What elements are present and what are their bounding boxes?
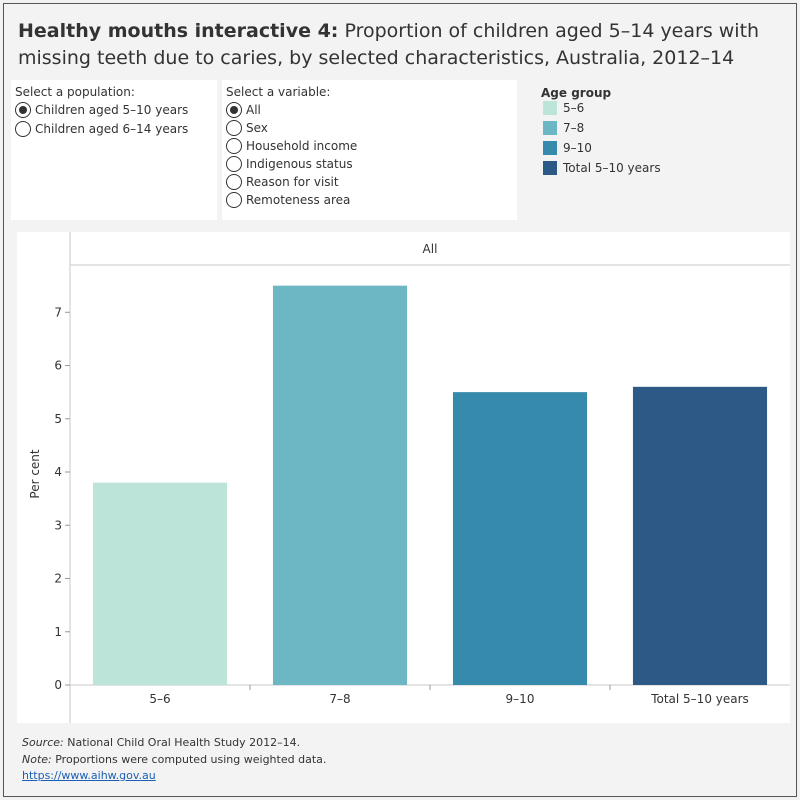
y-tick-label: 2 <box>54 572 62 586</box>
note-label: Note: <box>22 753 52 766</box>
legend-swatch <box>543 101 557 115</box>
radio-unchecked-icon <box>226 192 242 208</box>
radio-unchecked-icon <box>226 156 242 172</box>
y-axis-label: Per cent <box>28 449 42 499</box>
bar[interactable] <box>452 392 588 685</box>
population-label: Select a population: <box>15 85 135 99</box>
radio-checked-icon <box>15 102 31 118</box>
population-selector: Select a population: Children aged 5–10 … <box>11 80 217 220</box>
x-tick-label: 9–10 <box>506 692 535 706</box>
variable-option-remoteness-area[interactable]: Remoteness area <box>226 192 350 208</box>
variable-option-label: All <box>246 103 261 117</box>
note-text: Proportions were computed using weighted… <box>51 753 327 766</box>
source-note: Source: National Child Oral Health Study… <box>22 736 300 749</box>
variable-option-sex[interactable]: Sex <box>226 120 268 136</box>
aihw-link-row: https://www.aihw.gov.au <box>22 769 156 782</box>
legend-label: 5–6 <box>563 101 585 115</box>
variable-label: Select a variable: <box>226 85 331 99</box>
source-label: Source: <box>22 736 64 749</box>
y-tick-label: 1 <box>54 625 62 639</box>
radio-unchecked-icon <box>226 174 242 190</box>
population-option-6-14[interactable]: Children aged 6–14 years <box>15 121 188 137</box>
y-tick-label: 6 <box>54 359 62 373</box>
y-tick-label: 7 <box>54 305 62 319</box>
y-tick-label: 4 <box>54 465 62 479</box>
legend-label: Total 5–10 years <box>563 161 661 175</box>
dashboard-frame: Healthy mouths interactive 4: Proportion… <box>3 3 797 797</box>
variable-option-reason-for-visit[interactable]: Reason for visit <box>226 174 339 190</box>
variable-option-label: Reason for visit <box>246 175 339 189</box>
variable-option-label: Sex <box>246 121 268 135</box>
variable-selector: Select a variable: All Sex Household inc… <box>222 80 517 220</box>
variable-option-indigenous-status[interactable]: Indigenous status <box>226 156 353 172</box>
variable-option-label: Remoteness area <box>246 193 351 207</box>
chart-panel: All Per cent 0 1 2 3 4 5 6 7 5–6 7–8 9–10 Total 5–… <box>17 232 790 723</box>
legend-item[interactable]: 9–10 <box>543 141 592 155</box>
legend-item[interactable]: Total 5–10 years <box>543 161 661 175</box>
bar[interactable] <box>272 285 408 685</box>
legend-label: 9–10 <box>563 141 592 155</box>
population-option-label: Children aged 5–10 years <box>35 103 189 117</box>
bar-chart: All Per cent 0 1 2 3 4 5 6 7 5–6 7–8 9–10 Total 5–… <box>28 232 790 723</box>
variable-option-all[interactable]: All <box>226 102 261 118</box>
legend-swatch <box>543 161 557 175</box>
legend-title: Age group <box>541 86 612 100</box>
y-tick-label: 5 <box>54 412 62 426</box>
population-option-label: Children aged 6–14 years <box>35 122 189 136</box>
legend-item[interactable]: 5–6 <box>543 101 584 115</box>
radio-unchecked-icon <box>226 138 242 154</box>
variable-option-household-income[interactable]: Household income <box>226 138 357 154</box>
title-text: Proportion of children aged 5–14 years w… <box>18 20 760 69</box>
y-tick-label: 0 <box>54 678 62 692</box>
panel-title: All <box>423 242 438 256</box>
variable-option-label: Household income <box>246 139 358 153</box>
x-tick-label: Total 5–10 years <box>650 692 749 706</box>
population-option-5-10[interactable]: Children aged 5–10 years <box>15 102 188 118</box>
aihw-link[interactable]: https://www.aihw.gov.au <box>22 769 156 782</box>
bar[interactable] <box>632 386 768 685</box>
radio-checked-icon <box>226 102 242 118</box>
bar[interactable] <box>92 482 228 685</box>
x-tick-label: 5–6 <box>149 692 170 706</box>
legend-label: 7–8 <box>563 121 585 135</box>
y-tick-label: 3 <box>54 518 62 532</box>
x-tick-label: 7–8 <box>329 692 350 706</box>
variable-option-label: Indigenous status <box>246 157 353 171</box>
title-bold: Healthy mouths interactive 4: <box>18 20 339 42</box>
page-title: Healthy mouths interactive 4: Proportion… <box>18 18 788 72</box>
legend-swatch <box>543 141 557 155</box>
weighting-note: Note: Proportions were computed using we… <box>22 753 326 766</box>
radio-unchecked-icon <box>226 120 242 136</box>
legend-swatch <box>543 121 557 135</box>
legend-item[interactable]: 7–8 <box>543 121 584 135</box>
radio-unchecked-icon <box>15 121 31 137</box>
source-text: National Child Oral Health Study 2012–14… <box>63 736 301 749</box>
